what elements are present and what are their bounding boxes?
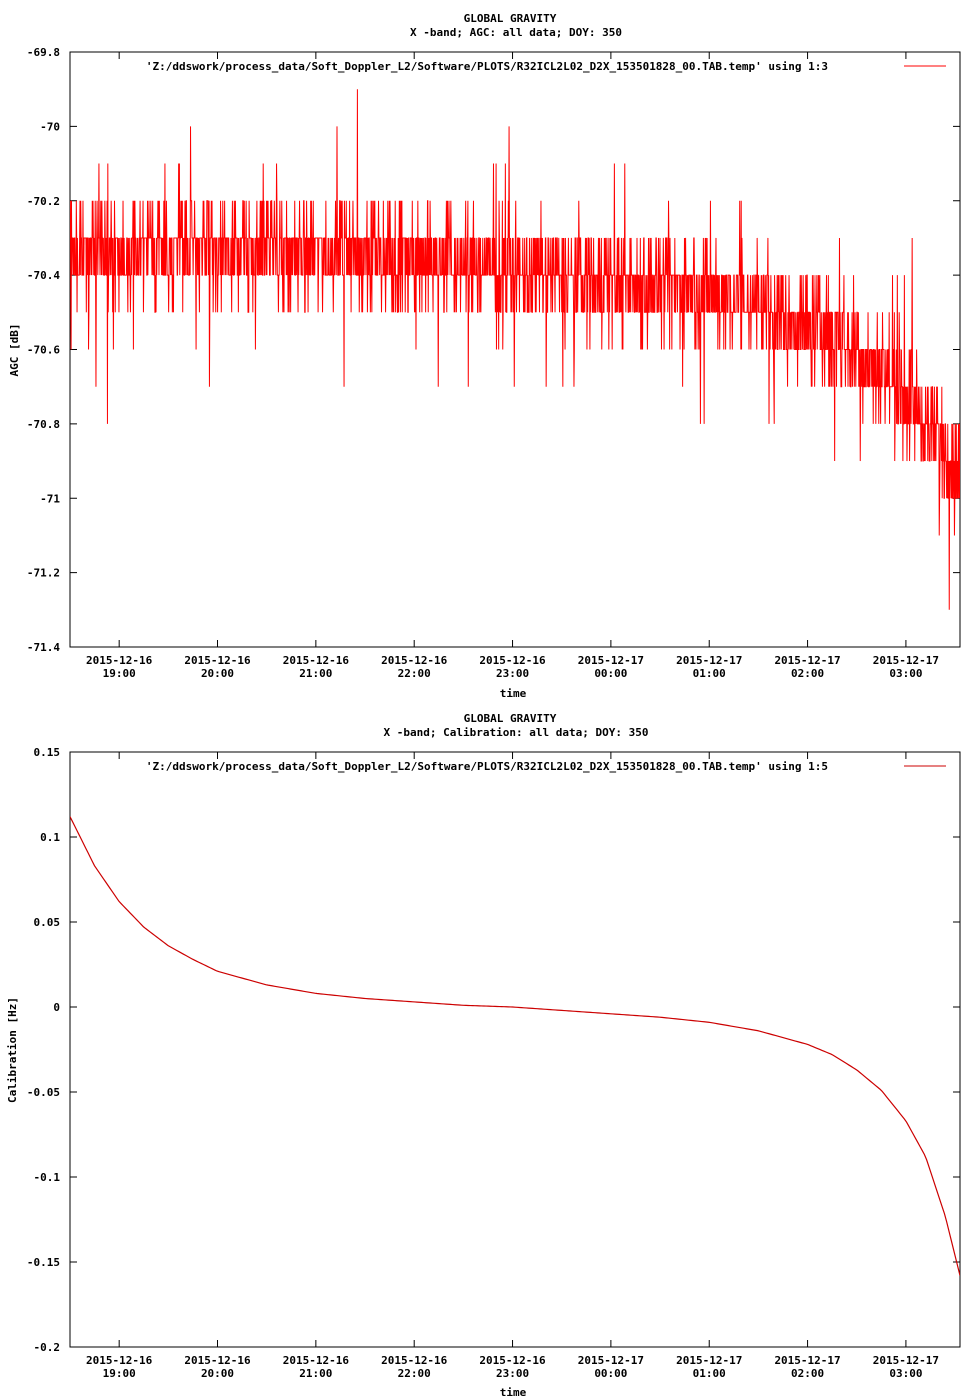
agc-x-tick-label-date: 2015-12-16	[184, 654, 251, 667]
agc-x-tick-label-date: 2015-12-16	[283, 654, 350, 667]
calibration-x-tick-label-date: 2015-12-16	[184, 1354, 251, 1367]
calibration-x-tick-label-date: 2015-12-17	[578, 1354, 644, 1367]
agc-x-tick-label-date: 2015-12-17	[873, 654, 939, 667]
calibration-x-tick-label-date: 2015-12-16	[283, 1354, 350, 1367]
agc-x-tick-label-date: 2015-12-16	[381, 654, 448, 667]
calibration-y-tick-label: 0	[53, 1001, 60, 1014]
calibration-x-tick-label-date: 2015-12-17	[873, 1354, 939, 1367]
agc-x-tick-label-date: 2015-12-16	[86, 654, 153, 667]
agc-x-tick-label-time: 02:00	[791, 667, 824, 680]
calibration-x-tick-label-time: 02:00	[791, 1367, 824, 1380]
agc-x-tick-label-time: 01:00	[693, 667, 726, 680]
calibration-y-tick-label: 0.05	[34, 916, 61, 929]
agc-series-line	[70, 89, 960, 610]
agc-y-tick-label: -70.6	[27, 344, 60, 357]
calibration-y-tick-label: 0.1	[40, 831, 60, 844]
calibration-chart-title: GLOBAL GRAVITY	[464, 712, 557, 725]
calibration-x-tick-label-time: 03:00	[889, 1367, 922, 1380]
calibration-x-tick-label-date: 2015-12-17	[676, 1354, 742, 1367]
calibration-chart: GLOBAL GRAVITY X -band; Calibration: all…	[6, 712, 961, 1399]
calibration-x-tick-label-time: 23:00	[496, 1367, 529, 1380]
agc-y-axis-label: AGC [dB]	[8, 324, 21, 377]
calibration-y-tick-label: -0.15	[27, 1256, 60, 1269]
calibration-x-tick-label-date: 2015-12-16	[479, 1354, 546, 1367]
agc-y-tick-label: -71.4	[27, 641, 60, 654]
agc-x-tick-label-date: 2015-12-16	[479, 654, 546, 667]
agc-y-tick-label: -71.2	[27, 567, 60, 580]
calibration-y-tick-label: -0.05	[27, 1086, 60, 1099]
agc-chart: GLOBAL GRAVITY X -band; AGC: all data; D…	[8, 12, 961, 700]
calibration-plot-area: 0.15 0.1 0.05 0 -0.05 -0.1 -0.15 -0.2 2015-12-16…	[27, 746, 961, 1380]
agc-x-tick-label-time: 19:00	[103, 667, 136, 680]
calibration-x-tick-label-time: 01:00	[693, 1367, 726, 1380]
calibration-x-axis-label: time	[500, 1386, 527, 1399]
agc-plot-area: -69.8 -70 -70.2 -70.4 -70.6 -70.8 -71 -71.2 -71.…	[27, 46, 961, 680]
agc-y-tick-label: -70.8	[27, 418, 60, 431]
agc-legend-label: 'Z:/ddswork/process_data/Soft_Doppler_L2…	[146, 60, 828, 73]
agc-chart-title: GLOBAL GRAVITY	[464, 12, 557, 25]
agc-x-tick-label-date: 2015-12-17	[676, 654, 742, 667]
agc-y-tick-label: -69.8	[27, 46, 60, 59]
agc-y-tick-label: -71	[40, 492, 60, 505]
agc-x-tick-label-time: 00:00	[594, 667, 627, 680]
agc-y-tick-label: -70	[40, 120, 60, 133]
agc-x-tick-label-time: 21:00	[299, 667, 332, 680]
calibration-x-tick-label-date: 2015-12-16	[86, 1354, 153, 1367]
agc-y-tick-label: -70.4	[27, 269, 60, 282]
calibration-x-tick-label-time: 21:00	[299, 1367, 332, 1380]
agc-x-tick-label-time: 23:00	[496, 667, 529, 680]
agc-y-tick-label: -70.2	[27, 195, 60, 208]
agc-x-tick-label-time: 22:00	[398, 667, 431, 680]
calibration-legend-label: 'Z:/ddswork/process_data/Soft_Doppler_L2…	[146, 760, 828, 773]
calibration-x-tick-label-time: 00:00	[594, 1367, 627, 1380]
calibration-series-line	[70, 816, 960, 1276]
calibration-x-tick-label-time: 20:00	[201, 1367, 234, 1380]
calibration-y-tick-label: -0.1	[34, 1171, 61, 1184]
agc-x-tick-label-date: 2015-12-17	[774, 654, 840, 667]
calibration-chart-subtitle: X -band; Calibration: all data; DOY: 350	[384, 726, 649, 739]
calibration-x-tick-label-date: 2015-12-17	[774, 1354, 840, 1367]
calibration-y-tick-label: 0.15	[34, 746, 61, 759]
calibration-x-tick-label-time: 19:00	[103, 1367, 136, 1380]
agc-x-tick-label-date: 2015-12-17	[578, 654, 644, 667]
agc-x-axis-label: time	[500, 687, 527, 700]
agc-x-tick-label-time: 20:00	[201, 667, 234, 680]
agc-x-tick-label-time: 03:00	[889, 667, 922, 680]
calibration-y-tick-label: -0.2	[34, 1341, 61, 1354]
calibration-y-axis-label: Calibration [Hz]	[6, 997, 19, 1103]
calibration-plot-frame	[69, 751, 961, 1348]
calibration-x-tick-label-date: 2015-12-16	[381, 1354, 448, 1367]
agc-chart-subtitle: X -band; AGC: all data; DOY: 350	[410, 26, 622, 39]
calibration-x-tick-label-time: 22:00	[398, 1367, 431, 1380]
